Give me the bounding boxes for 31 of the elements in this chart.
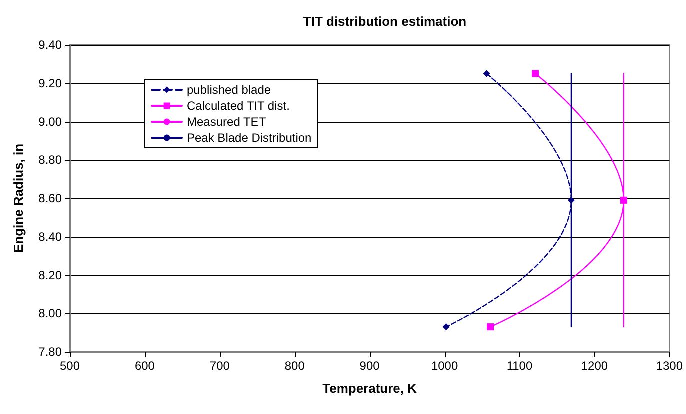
x-axis-title: Temperature, K <box>322 381 418 396</box>
point <box>442 324 450 331</box>
legend-label: published blade <box>187 83 272 97</box>
y-tick-label: 8.40 <box>38 230 62 244</box>
point <box>532 70 539 78</box>
x-tick-label: 1100 <box>506 359 533 373</box>
point <box>487 324 494 331</box>
y-tick-label: 9.20 <box>38 76 62 90</box>
y-tick-label: 9.40 <box>38 38 62 52</box>
y-axis-title: Engine Radius, in <box>11 144 26 254</box>
y-tick-label: 8.00 <box>38 306 62 321</box>
point <box>483 70 490 78</box>
x-tick-label: 1300 <box>656 359 684 373</box>
y-tick-label: 8.60 <box>38 192 62 206</box>
point <box>568 196 575 204</box>
x-tick-label: 600 <box>134 359 156 373</box>
y-tick-label: 9.00 <box>38 114 62 129</box>
x-tick-label: 900 <box>360 359 380 373</box>
y-tick-label: 8.80 <box>38 153 62 168</box>
legend-label: Measured TET <box>187 115 267 129</box>
y-tick-label: 7.80 <box>38 345 62 359</box>
x-tick-label: 1200 <box>581 359 608 373</box>
legend-label: Peak Blade Distribution <box>187 131 312 145</box>
legend-label: Calculated TIT dist. <box>187 99 290 113</box>
chart-title: TIT distribution estimation <box>303 14 467 29</box>
y-tick-label: 8.20 <box>38 268 62 282</box>
x-tick-label: 800 <box>284 359 306 373</box>
x-tick-label: 1000 <box>431 359 458 373</box>
point <box>620 196 628 204</box>
x-tick-label: 700 <box>210 359 230 373</box>
x-tick-label: 500 <box>60 359 80 373</box>
